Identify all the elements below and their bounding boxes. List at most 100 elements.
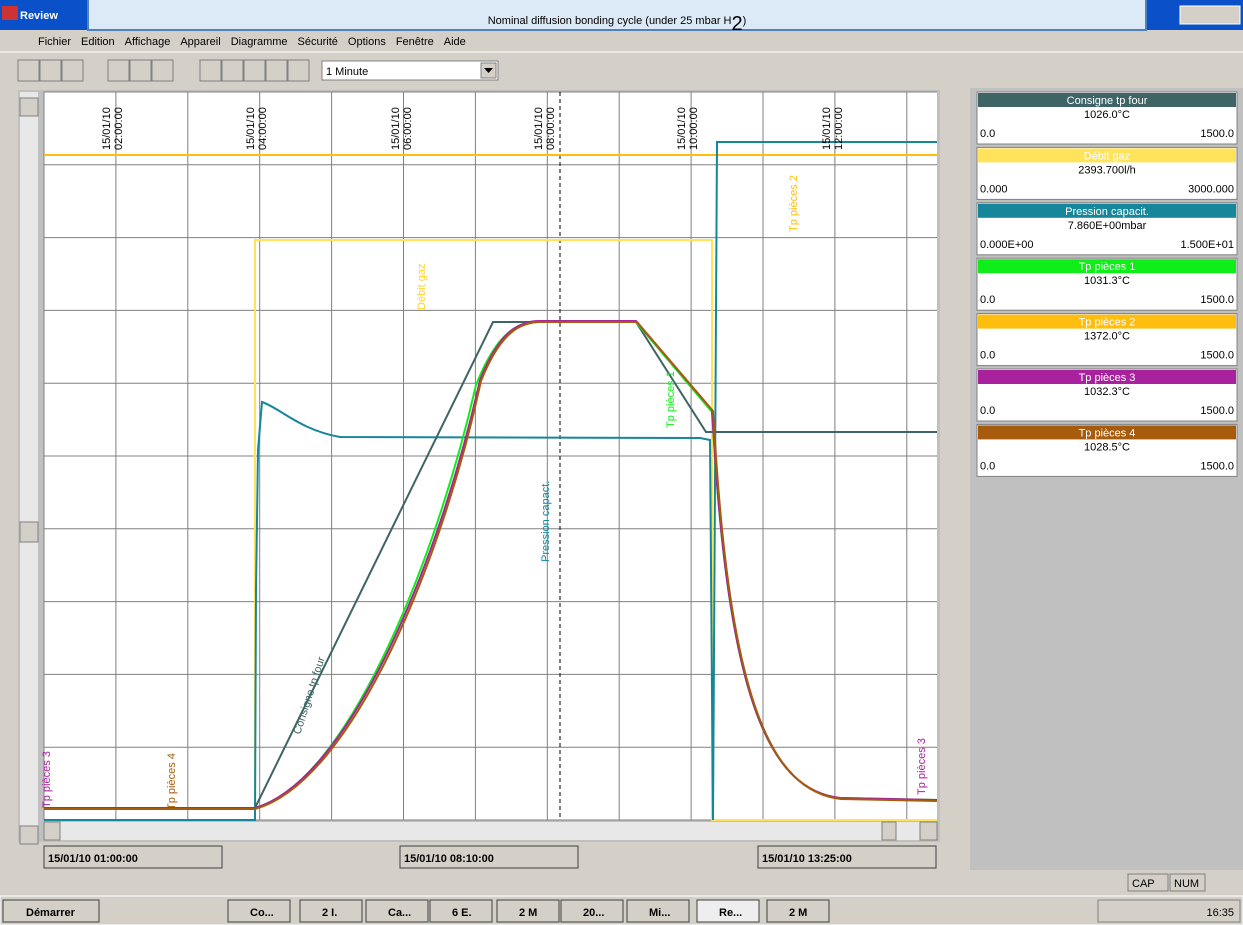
tool-button[interactable]: [266, 60, 287, 81]
legend-value: 2393.700l/h: [1078, 164, 1136, 176]
legend-name: Tp pièces 4: [1079, 427, 1136, 439]
task-text[interactable]: 20...: [583, 907, 604, 919]
time-label: 15/01/10: [676, 107, 688, 150]
scroll-up[interactable]: [20, 98, 38, 116]
body: { "title": {"main": "Nominal diffusion b…: [0, 0, 1243, 925]
legend-min: 0.000: [980, 183, 1008, 195]
trace-label: Débit gaz: [416, 264, 428, 310]
tool-button[interactable]: [130, 60, 151, 81]
page: Review body { margin: 0; width: 1243px; …: [0, 0, 1243, 925]
trace-label: Tp pièces 1: [665, 371, 677, 428]
menu: Fichier Edition Affichage Appareil Diagramme…: [38, 36, 466, 48]
time-label: 15/01/10: [533, 107, 545, 150]
slide-title-main: Nominal diffusion bonding cycle (under 2…: [488, 15, 732, 27]
menu-item[interactable]: Fichier: [38, 36, 71, 48]
legend-name: Consigne tp four: [1067, 95, 1148, 107]
menu-item[interactable]: Edition: [81, 36, 115, 48]
toolbar: [18, 60, 309, 81]
slide-title-end: ): [743, 15, 747, 27]
legend-max: 1500.0: [1200, 128, 1234, 140]
menu-item[interactable]: Sécurité: [298, 36, 338, 48]
legend-min: 0.0: [980, 128, 995, 140]
task-text[interactable]: Re...: [719, 907, 742, 919]
status-bar: [0, 871, 1243, 893]
v-scrollbar[interactable]: [20, 92, 38, 840]
interval-text: 1 Minute: [326, 66, 368, 78]
time-label: 10:00:00: [688, 107, 700, 150]
task-text[interactable]: Co...: [250, 907, 274, 919]
tool-button[interactable]: [18, 60, 39, 81]
legend-min: 0.000E+00: [980, 239, 1034, 251]
screen: Review Nominal diffusion bonding cycle (…: [0, 0, 1243, 925]
legend: Consigne tp four 1026.0°C 0.0 1500.0 Débit g…: [970, 88, 1243, 870]
legend-min: 0.0: [980, 350, 995, 362]
legend-name: Débit gaz: [1084, 150, 1130, 162]
task-text[interactable]: 2 M: [789, 907, 807, 919]
task-text[interactable]: 2 I.: [322, 907, 337, 919]
task-text[interactable]: 6 E.: [452, 907, 472, 919]
h-scrollbar[interactable]: [44, 822, 937, 840]
tool-button[interactable]: [40, 60, 61, 81]
legend-max: 1500.0: [1200, 350, 1234, 362]
time-label: 12:00:00: [833, 107, 845, 150]
task-text[interactable]: Ca...: [388, 907, 411, 919]
status-text: CAP: [1132, 878, 1155, 890]
menu-item[interactable]: Appareil: [180, 36, 220, 48]
scroll-thumb[interactable]: [20, 522, 38, 542]
legend-value: 7.860E+00mbar: [1068, 220, 1147, 232]
menu-item[interactable]: Affichage: [125, 36, 171, 48]
trace-label: Tp pièces 4: [166, 753, 178, 810]
scroll-down[interactable]: [20, 826, 38, 844]
trace-label: Tp pièces 3: [41, 751, 53, 808]
legend-name: Tp pièces 3: [1079, 372, 1136, 384]
legend-name: Tp pièces 1: [1079, 261, 1136, 273]
legend-min: 0.0: [980, 460, 995, 472]
menu-item[interactable]: Aide: [444, 36, 466, 48]
h-scroll-thumb[interactable]: [882, 822, 896, 840]
task-text[interactable]: Mi...: [649, 907, 670, 919]
legend-max: 1500.0: [1200, 405, 1234, 417]
trace-label: Tp pièces 2: [788, 175, 800, 232]
legend-max: 3000.000: [1188, 183, 1234, 195]
start-text[interactable]: Démarrer: [26, 907, 76, 919]
time-label: 02:00:00: [113, 107, 125, 150]
bottom-time: 15/01/10 01:00:00: [48, 853, 138, 865]
menu-item[interactable]: Options: [348, 36, 386, 48]
legend-value: 1372.0°C: [1084, 331, 1130, 343]
tool-button[interactable]: [62, 60, 83, 81]
tool-button[interactable]: [222, 60, 243, 81]
bottom-time: 15/01/10 08:10:00: [404, 853, 494, 865]
trace-label: Tp pièces 3: [916, 738, 928, 795]
time-label: 15/01/10: [101, 107, 113, 150]
scroll-right[interactable]: [920, 822, 937, 840]
bottom-time: 15/01/10 13:25:00: [762, 853, 852, 865]
legend-name: Tp pièces 2: [1079, 317, 1136, 329]
time-label: 08:00:00: [545, 107, 557, 150]
tool-button[interactable]: [152, 60, 173, 81]
tool-button[interactable]: [288, 60, 309, 81]
status-text: NUM: [1174, 878, 1199, 890]
legend-max: 1.500E+01: [1180, 239, 1234, 251]
trace-label: Pression capact.: [540, 481, 552, 562]
legend-value: 1028.5°C: [1084, 441, 1130, 453]
legend-max: 1500.0: [1200, 460, 1234, 472]
tool-button[interactable]: [200, 60, 221, 81]
tool-button[interactable]: [244, 60, 265, 81]
bottom-times: 15/01/10 01:00:00 15/01/10 08:10:00 15/01/…: [44, 846, 936, 868]
legend-max: 1500.0: [1200, 294, 1234, 306]
time-label: 15/01/10: [821, 107, 833, 150]
task-text[interactable]: 2 M: [519, 907, 537, 919]
legend-value: 1031.3°C: [1084, 275, 1130, 287]
window-controls[interactable]: [1180, 6, 1240, 24]
menu-item[interactable]: Fenêtre: [396, 36, 434, 48]
scroll-left[interactable]: [44, 822, 60, 840]
app-icon: [2, 6, 18, 20]
time-label: 04:00:00: [257, 107, 269, 150]
legend-min: 0.0: [980, 294, 995, 306]
tool-button[interactable]: [108, 60, 129, 81]
menu-item[interactable]: Diagramme: [231, 36, 288, 48]
clock: 16:35: [1206, 907, 1234, 919]
legend-value: 1026.0°C: [1084, 109, 1130, 121]
legend-min: 0.0: [980, 405, 995, 417]
legend-value: 1032.3°C: [1084, 386, 1130, 398]
